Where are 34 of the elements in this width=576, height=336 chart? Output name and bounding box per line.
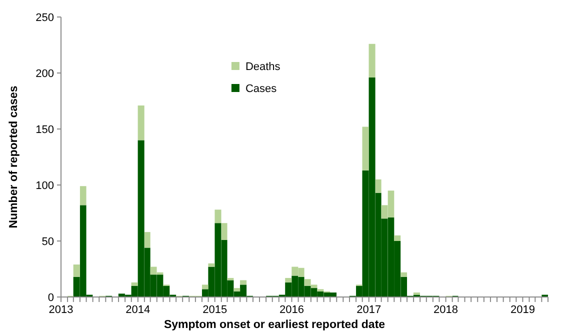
- bar: [240, 280, 247, 285]
- bar: [362, 126, 369, 170]
- y-tick-label: 150: [36, 124, 54, 136]
- bar: [73, 264, 80, 277]
- x-tick-label: 2018: [434, 304, 458, 316]
- bar: [221, 223, 228, 240]
- bar: [368, 44, 376, 78]
- bar: [234, 288, 240, 292]
- y-tick-label: 0: [48, 292, 54, 304]
- bar: [131, 282, 138, 286]
- bar: [375, 179, 382, 193]
- bar: [208, 263, 215, 267]
- bar: [80, 186, 86, 206]
- bar: [138, 105, 144, 140]
- y-tick-label: 200: [36, 68, 54, 80]
- bar: [394, 235, 401, 241]
- bar: [202, 284, 208, 290]
- x-tick-label: 2015: [202, 304, 228, 316]
- legend-label: Cases: [245, 82, 278, 95]
- bar: [144, 232, 150, 248]
- x-axis-title: Symptom onset or earliest reported date: [164, 319, 386, 331]
- y-axis-title: Number of reported cases: [8, 86, 20, 228]
- legend-label: Deaths: [245, 60, 281, 73]
- y-tick-label: 100: [36, 180, 54, 192]
- y-tick-label: 250: [36, 12, 54, 24]
- bar: [214, 210, 222, 224]
- bar: [285, 278, 292, 282]
- x-tick-label: 2017: [356, 304, 382, 316]
- bar: [400, 272, 408, 277]
- x-tick-label: 2016: [280, 304, 304, 316]
- x-tick-label: 2014: [126, 304, 150, 316]
- x-tick-label: 2019: [510, 304, 535, 316]
- x-tick-label: 2013: [48, 304, 74, 316]
- y-tick-label: 50: [42, 236, 54, 248]
